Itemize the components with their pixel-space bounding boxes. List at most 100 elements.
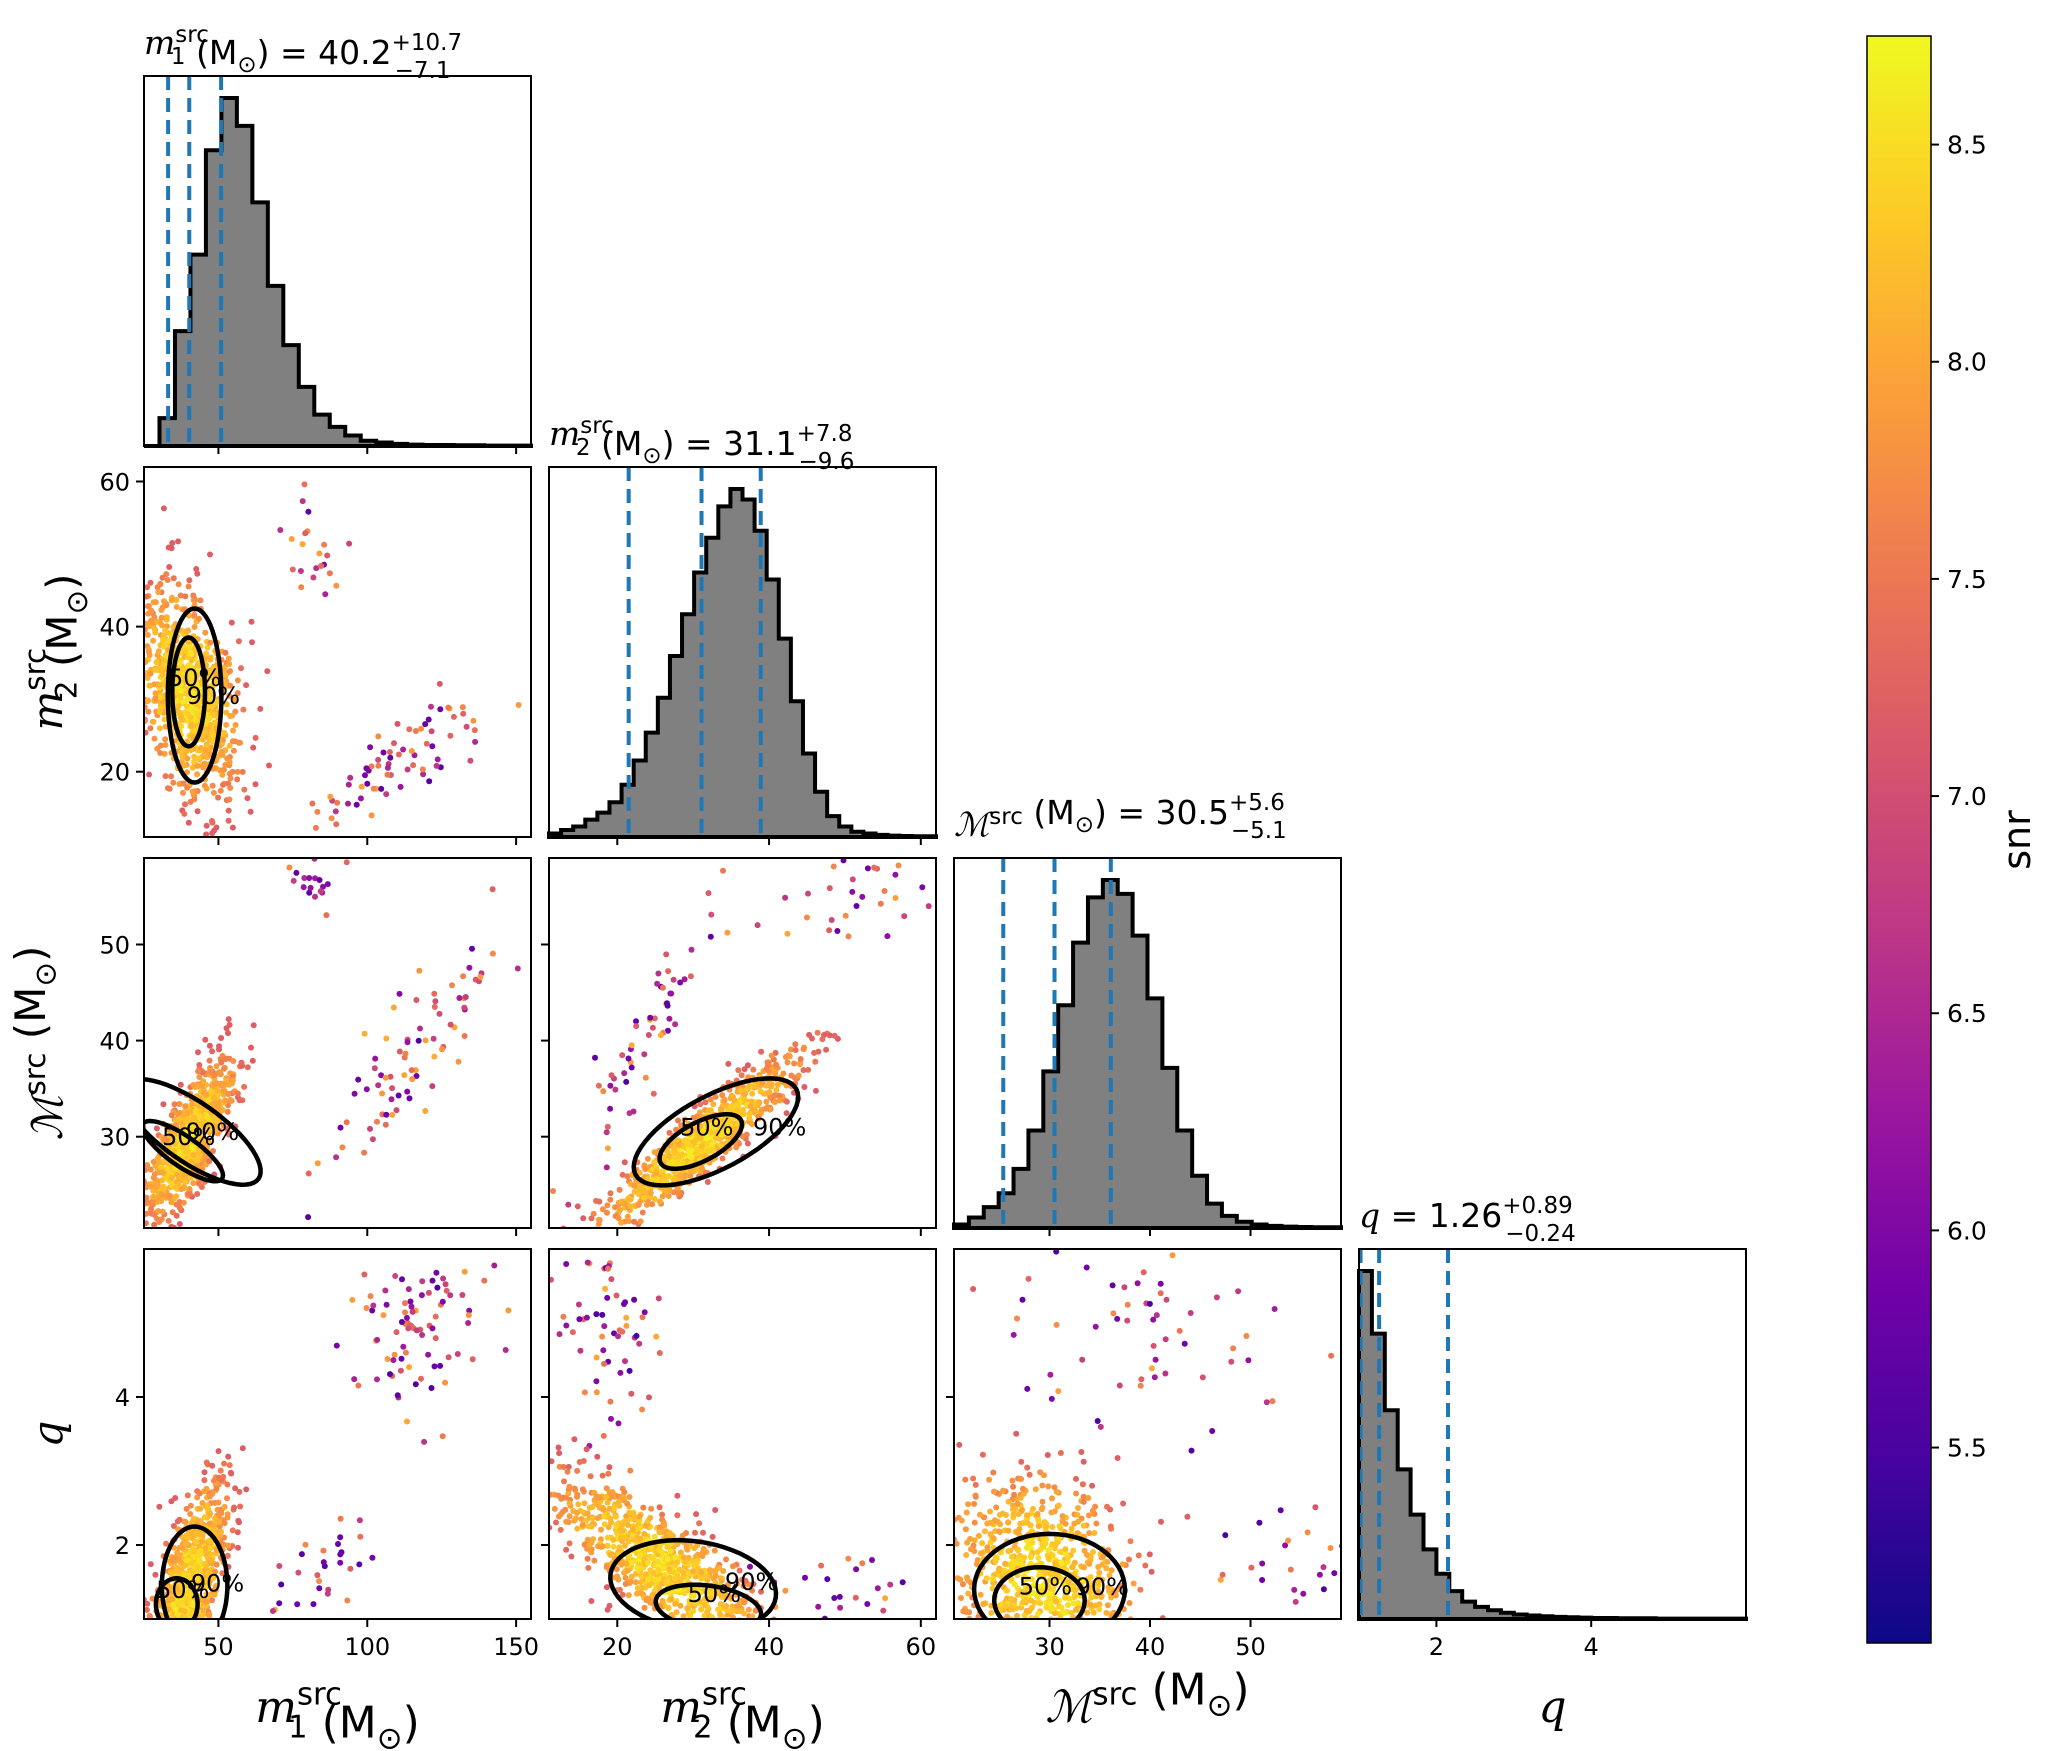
sample-point (210, 1148, 216, 1154)
sample-point (180, 1629, 186, 1635)
sample-point (724, 1629, 730, 1635)
sample-point (163, 1166, 170, 1173)
sample-point (157, 1636, 163, 1642)
sample-point (459, 1292, 466, 1298)
sample-point (203, 822, 210, 829)
sample-point (225, 807, 232, 814)
sample-point (675, 1190, 682, 1197)
sample-point (719, 1636, 725, 1642)
sample-point (880, 1607, 887, 1614)
sample-point (399, 1276, 405, 1283)
sample-point (397, 1367, 404, 1374)
sample-point (202, 1584, 209, 1591)
sample-point (677, 1549, 684, 1556)
sample-point (434, 1284, 441, 1291)
sample-point (647, 1190, 654, 1196)
sample-point (602, 1285, 609, 1292)
sample-point (682, 1172, 689, 1179)
contour-label-90: 90% (191, 1570, 244, 1598)
sample-point (664, 1027, 671, 1034)
sample-point (173, 1629, 179, 1635)
sample-point (162, 1649, 168, 1655)
sample-point (146, 1612, 153, 1619)
sample-point (828, 917, 835, 923)
sample-point (581, 1500, 588, 1507)
sample-point (772, 1071, 779, 1077)
sample-point (141, 1711, 147, 1717)
sample-point (153, 1665, 159, 1671)
sample-point (237, 739, 243, 746)
sample-point (791, 1060, 798, 1067)
sample-point (220, 781, 226, 788)
sample-point (203, 831, 210, 837)
sample-point (180, 1628, 186, 1634)
sample-point (892, 871, 899, 878)
sample-point (203, 1626, 209, 1632)
sample-point (593, 1311, 600, 1318)
sample-point (175, 1633, 181, 1639)
sample-point (225, 1131, 232, 1138)
sample-point (633, 1023, 640, 1030)
sample-point (439, 1433, 446, 1440)
sample-point (590, 1536, 596, 1543)
sample-point (647, 1014, 654, 1021)
sample-point (383, 791, 390, 798)
sample-point (300, 884, 307, 891)
sample-point (705, 1146, 712, 1153)
sample-point (391, 740, 397, 747)
sample-point (698, 1606, 705, 1613)
sample-point (193, 693, 200, 700)
sample-point (157, 742, 164, 749)
sample-point (177, 660, 184, 667)
sample-point (239, 1445, 246, 1452)
sample-point (150, 1682, 156, 1688)
sample-point (408, 1303, 415, 1310)
sample-point (563, 1322, 570, 1329)
sample-point (395, 751, 402, 758)
sample-point (422, 1037, 429, 1044)
sample-point (607, 1398, 614, 1405)
sample-point (454, 1351, 461, 1357)
sample-point (332, 808, 339, 815)
scatter-points-m1-mc (144, 858, 521, 1228)
sample-point (144, 1220, 149, 1227)
sample-point (178, 687, 185, 694)
sample-point (158, 622, 165, 629)
sample-point (571, 1436, 578, 1443)
sample-point (698, 1575, 705, 1582)
sample-point (733, 1580, 740, 1587)
sample-point (306, 889, 313, 896)
sample-point (576, 1316, 583, 1323)
sample-point (709, 1590, 716, 1597)
sample-point (131, 714, 137, 720)
sample-point (264, 668, 271, 675)
sample-point (179, 1723, 185, 1729)
sample-point (112, 669, 118, 675)
sample-point (580, 1215, 587, 1222)
sample-point (784, 1059, 791, 1066)
sample-point (796, 1061, 803, 1068)
sample-point (185, 1117, 192, 1124)
sample-point (628, 1042, 635, 1049)
sample-point (721, 1097, 728, 1104)
sample-point (234, 1529, 241, 1536)
sample-point (419, 766, 426, 773)
sample-point (616, 1498, 623, 1505)
sample-point (400, 746, 407, 753)
sample-point (137, 1657, 143, 1663)
sample-point (203, 1598, 209, 1605)
sample-point (337, 1559, 344, 1566)
sample-point (224, 1481, 231, 1488)
sample-point (687, 973, 694, 980)
sample-point (180, 789, 186, 796)
sample-point (191, 611, 198, 618)
sample-point (207, 639, 214, 646)
sample-point (831, 1595, 838, 1601)
sample-point (138, 1708, 144, 1714)
sample-point (705, 890, 712, 897)
sample-point (713, 1129, 720, 1136)
sample-point (849, 888, 856, 895)
sample-point (194, 808, 201, 815)
sample-point (774, 1081, 781, 1088)
sample-point (611, 1505, 617, 1512)
